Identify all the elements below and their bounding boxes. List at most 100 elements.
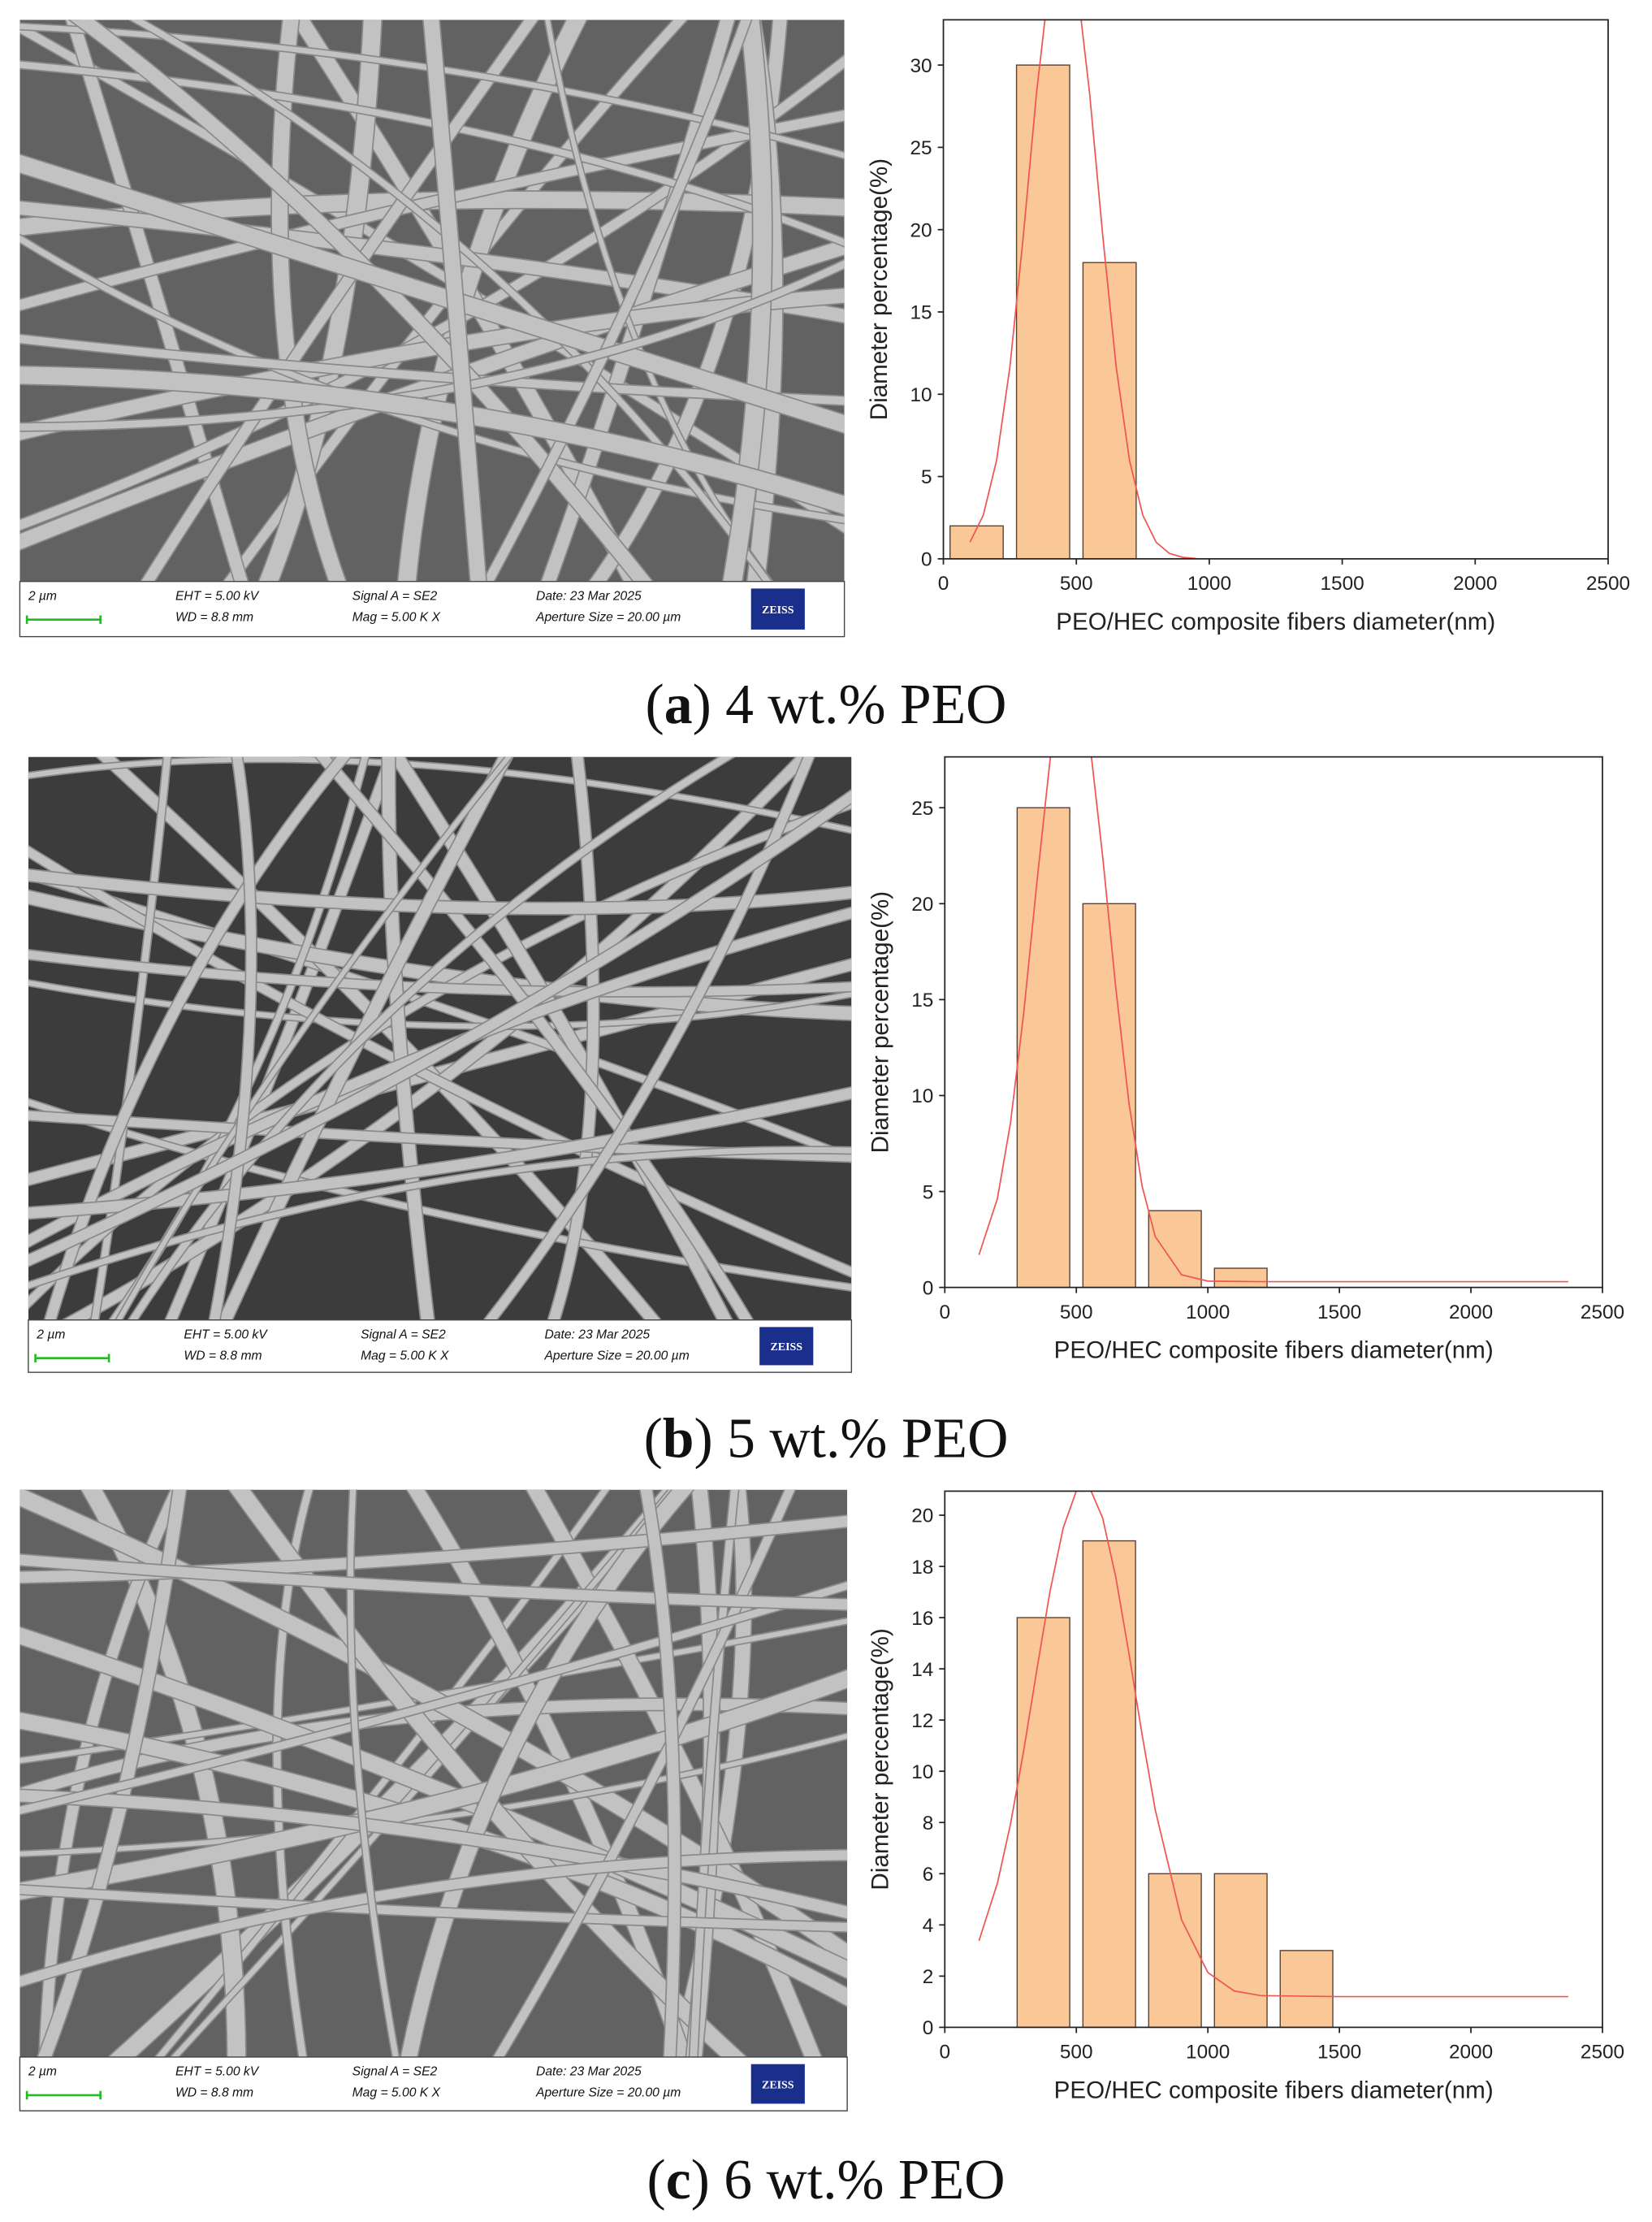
fiber [19,1627,848,1978]
sem-signal: Signal A = SE2 [361,1328,446,1341]
x-tick-label: 0 [939,2042,950,2064]
sem-wd: WD = 8.8 mm [175,2086,253,2100]
y-tick-label: 6 [923,1864,934,1886]
histogram: 0 5 10 15 20 25 30 0 500 1000 1500 2000 2500 PEO/HEC … [866,19,1630,635]
fiber [19,1554,848,1610]
y-tick-label: 15 [911,990,933,1011]
fiber [389,756,732,1320]
x-tick-label: 2000 [1449,2042,1493,2064]
sem-image [19,19,845,582]
brand-box [750,2064,805,2104]
brand-label: ZEISS [770,1341,802,1354]
sem-signal: Signal A = SE2 [352,589,438,603]
y-tick-label: 14 [911,1659,933,1681]
fiber [19,1790,848,1919]
y-tick-label: 20 [910,219,932,241]
scale-label: 2 µm [28,2065,57,2079]
caption: (a) 4 wt.% PEO [646,674,1007,736]
fiber [19,1582,848,1814]
bar [1082,262,1137,560]
fiber [19,1670,848,1900]
bar [1213,1873,1268,2029]
info-bar [19,581,845,638]
fiber [28,1147,852,1289]
y-tick-label: 10 [910,384,932,406]
fiber [19,1515,848,1583]
caption-prefix: ( [646,674,664,736]
x-tick-label: 2000 [1449,1302,1493,1323]
caption-label: b [663,1408,694,1471]
caption: (b) 5 wt.% PEO [644,1408,1009,1471]
fiber [28,980,852,1029]
fiber [640,1489,681,2057]
bar [1082,1540,1136,2029]
fiber [91,756,171,1320]
scale-label: 2 µm [28,589,57,603]
fiber [271,19,346,582]
y-axis-label: Diameter percentage(%) [866,158,893,420]
y-tick-label: 5 [923,1181,934,1203]
y-tick-label: 0 [921,549,932,571]
sem-eht: EHT = 5.00 kV [175,589,260,603]
sem-date: Date: 23 Mar 2025 [536,2065,642,2079]
y-tick-label: 8 [923,1813,934,1834]
sem-mag: Mag = 5.00 K X [352,610,441,624]
sem-mag: Mag = 5.00 K X [361,1349,449,1362]
fiber [723,19,772,582]
fiber [493,1489,795,2057]
scale-label: 2 µm [36,1328,65,1341]
sem-image [28,756,852,1320]
fiber [210,756,257,1320]
fit-curve [978,1491,1568,1998]
fiber [423,19,487,582]
histogram: 0 5 10 15 20 25 0 500 1000 1500 2000 2500 PEO/HEC co… [867,756,1624,1364]
x-axis-label: PEO/HEC composite fibers diameter(nm) [1056,609,1495,635]
fiber [28,790,852,1267]
fiber [482,19,751,582]
y-tick-label: 20 [911,1505,933,1527]
x-tick-label: 500 [1060,573,1093,595]
brand-label: ZEISS [762,2079,794,2091]
x-tick-label: 500 [1060,1302,1093,1323]
x-tick-label: 1000 [1186,2042,1230,2064]
y-tick-label: 10 [911,1761,933,1783]
brand-box [759,1327,814,1366]
fiber [347,1489,399,2057]
x-tick-label: 2500 [1581,1302,1624,1323]
brand-box [750,588,805,630]
sem-aperture: Aperture Size = 20.00 µm [535,610,681,624]
sem-wd: WD = 8.8 mm [175,610,253,624]
y-tick-label: 10 [911,1085,933,1107]
bar [1016,1617,1070,2029]
y-tick-label: 20 [911,894,933,916]
x-tick-label: 500 [1060,2042,1093,2064]
fiber [526,1489,821,2057]
y-axis-label: Diameter percentage(%) [867,891,894,1153]
y-tick-label: 0 [923,1277,934,1299]
fiber [28,869,852,914]
y-tick-label: 18 [911,1557,933,1579]
histogram: 0 2 4 6 8 10 12 14 16 18 20 0 500 1000 1500 2000 2500 PEO… [867,1490,1624,2103]
caption-prefix: ( [647,2149,665,2211]
caption-label: a [664,674,693,736]
x-tick-label: 1500 [1320,573,1364,595]
y-tick-label: 25 [911,798,933,820]
fiber [19,1733,848,1856]
x-tick-label: 0 [938,573,949,595]
fiber [690,1489,738,2057]
bar [949,525,1004,560]
fiber [19,110,845,310]
fiber [171,1489,676,2057]
x-axis-label: PEO/HEC composite fibers diameter(nm) [1054,1337,1494,1364]
fiber [28,1087,852,1219]
sem-image [19,1489,848,2057]
caption-prefix: ( [644,1408,663,1471]
sem-eht: EHT = 5.00 kV [175,2065,260,2079]
caption-text: ) 5 wt.% PEO [694,1408,1009,1471]
fit-curve [969,19,1196,559]
fiber [484,756,814,1320]
fiber [19,1885,848,1932]
plot-frame [944,1490,1603,2029]
fiber [130,19,772,582]
